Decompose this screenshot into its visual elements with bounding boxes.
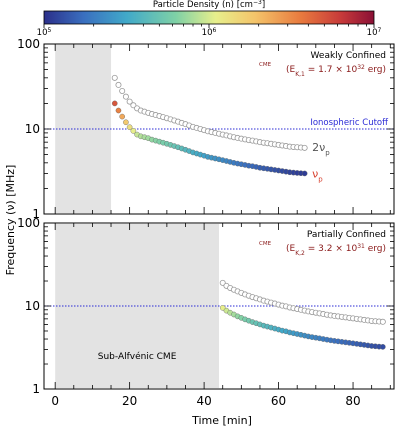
y-tick-label: 1 xyxy=(32,207,40,221)
x-tick-label: 40 xyxy=(196,394,211,408)
data-point-2vp xyxy=(115,81,122,88)
colorbar-tick-label: 107 xyxy=(367,27,382,39)
colorbar: Particle Density (n) [cm−3] 105 106 107 xyxy=(37,0,382,38)
x-tick-label: 20 xyxy=(122,394,137,408)
colorbar-gradient xyxy=(43,10,375,25)
x-tick-label: 80 xyxy=(345,394,360,408)
data-point-vp xyxy=(380,344,386,350)
y-tick-label: 10 xyxy=(25,299,40,313)
data-point-2vp xyxy=(301,144,308,151)
data-point-vp xyxy=(115,107,122,114)
y-tick-label: 100 xyxy=(17,37,40,51)
data-point-vp xyxy=(301,170,308,177)
data-point-vp xyxy=(126,124,133,130)
x-tick-label: 0 xyxy=(51,394,59,408)
data-point-2vp xyxy=(111,74,118,81)
y-axis-label: Frequency (ν) [MHz] xyxy=(4,165,17,276)
energy-label: (EK,2 = 3.2 × 1031 erg) xyxy=(286,243,386,257)
y-tick-label: 1 xyxy=(32,382,40,396)
energy-cme-marker: CME xyxy=(259,241,272,247)
bottom-panel: Sub-Alfvénic CME Partially Confined (EK,2 … xyxy=(17,216,395,408)
data-point-2vp xyxy=(119,87,126,94)
y-tick-label: 10 xyxy=(25,122,40,136)
data-point-2vp xyxy=(126,98,133,105)
x-tick-label: 60 xyxy=(271,394,286,408)
x-axis-label: Time [min] xyxy=(191,414,252,427)
colorbar-title: Particle Density (n) [cm−3] xyxy=(153,0,265,10)
data-point-vp xyxy=(219,305,226,311)
energy-cme-marker: CME xyxy=(259,62,272,68)
data-point-vp xyxy=(123,119,129,126)
data-point-vp xyxy=(111,100,118,107)
series-label-vp: νp xyxy=(312,167,323,183)
series-label-2vp: 2νp xyxy=(312,141,330,157)
data-point-vp xyxy=(119,113,125,120)
data-point-2vp xyxy=(122,93,129,100)
data-point-vp xyxy=(130,128,137,134)
shaded-region-label: Sub-Alfvénic CME xyxy=(98,351,177,362)
y-tick-label: 100 xyxy=(17,216,40,230)
data-point-2vp xyxy=(379,318,386,325)
energy-label: (EK,1 = 1.7 × 1032 erg) xyxy=(286,64,386,78)
panel-title: Partially Confined xyxy=(307,230,386,240)
top-panel: Ionospheric Cutoff 2νp νp Weakly Confined (E… xyxy=(17,37,395,221)
colorbar-tick-label: 105 xyxy=(37,27,52,39)
panel-title: Weakly Confined xyxy=(311,51,386,61)
colorbar-tick-label: 106 xyxy=(202,27,217,39)
cutoff-label: Ionospheric Cutoff xyxy=(310,118,389,128)
